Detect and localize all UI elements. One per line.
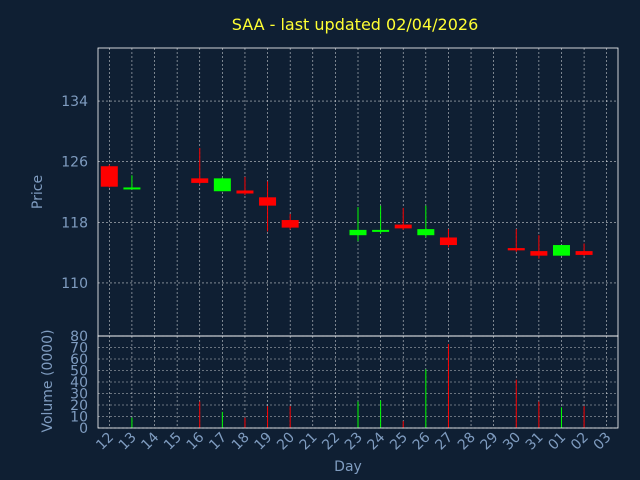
- volume-tick-label: 70: [70, 341, 88, 357]
- volume-axis-label: Volume (0000): [40, 329, 56, 432]
- x-tick-label: 21: [297, 430, 321, 454]
- x-tick-label: 03: [591, 430, 615, 454]
- price-tick-label: 126: [61, 155, 88, 171]
- volume-tick-label: 50: [70, 364, 88, 380]
- volume-tick-label: 30: [70, 387, 88, 403]
- candle-body: [191, 178, 209, 183]
- x-tick-label: 27: [432, 430, 456, 454]
- volume-tick-label: 20: [70, 398, 88, 414]
- x-tick-label: 14: [138, 429, 162, 453]
- candle-body: [372, 229, 390, 232]
- x-tick-label: 20: [274, 430, 298, 454]
- candle-body: [439, 237, 457, 246]
- price-tick-labels: 134 126 118 110: [61, 94, 88, 292]
- x-tick-label: 17: [206, 430, 230, 454]
- candle-body: [417, 229, 435, 236]
- volume-panel-frame: [97, 335, 619, 429]
- price-tick-label: 118: [61, 215, 88, 231]
- candle-body: [552, 245, 570, 256]
- price-axis-label: Price: [30, 175, 46, 209]
- x-tick-label: 26: [410, 429, 434, 453]
- candle-body: [213, 178, 231, 192]
- chart-title: SAA - last updated 02/04/2026: [232, 15, 479, 34]
- volume-tick-label: 10: [70, 410, 88, 426]
- x-tick-label: 28: [455, 430, 479, 454]
- x-tick-label: 29: [478, 430, 502, 454]
- x-tick-label: 12: [93, 430, 117, 454]
- candle-body: [349, 229, 367, 236]
- candle-body: [236, 190, 254, 194]
- x-tick-label: 24: [365, 429, 389, 453]
- volume-tick-label: 80: [70, 329, 88, 345]
- price-grid: [98, 48, 618, 336]
- candle-body: [394, 224, 412, 229]
- x-tick-label: 18: [229, 430, 253, 454]
- candle-body: [100, 166, 118, 187]
- volume-tick-label: 0: [79, 421, 88, 437]
- x-tick-label: 15: [161, 430, 185, 454]
- volume-tick-label: 60: [70, 352, 88, 368]
- volume-series: [131, 344, 585, 428]
- x-axis-label: Day: [334, 459, 362, 475]
- x-tick-labels: 1213141516171819202122232425262728293031…: [93, 429, 614, 453]
- candle-body: [530, 251, 548, 256]
- x-tick-label: 30: [500, 430, 524, 454]
- x-tick-label: 31: [523, 430, 547, 454]
- x-tick-label: 19: [251, 430, 275, 454]
- candle-body: [507, 248, 525, 251]
- candle-body: [281, 220, 299, 228]
- x-tick-label: 02: [568, 430, 592, 454]
- x-tick-label: 13: [116, 430, 140, 454]
- x-tick-label: 23: [342, 430, 366, 454]
- volume-tick-label: 40: [70, 375, 88, 391]
- x-tick-label: 01: [545, 430, 569, 454]
- price-tick-label: 134: [61, 94, 88, 110]
- candle-body: [123, 187, 141, 190]
- price-tick-label: 110: [61, 276, 88, 292]
- x-tick-label: 16: [184, 429, 208, 453]
- candlestick-series: [100, 148, 593, 259]
- candle-body: [575, 251, 593, 255]
- candle-body: [259, 197, 277, 206]
- x-tick-label: 25: [387, 430, 411, 454]
- x-tick-label: 22: [319, 430, 343, 454]
